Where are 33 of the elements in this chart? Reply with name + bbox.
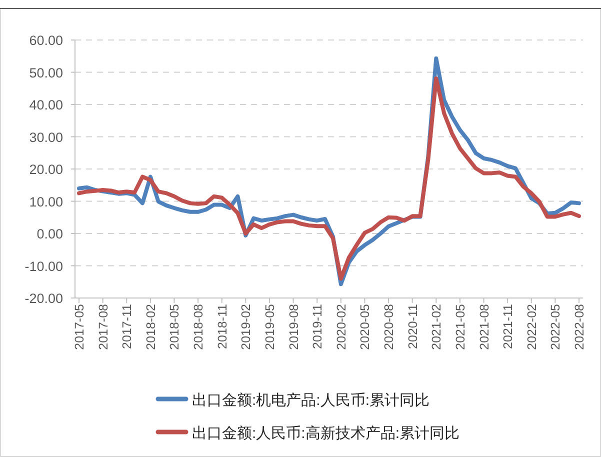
legend-label: 出口金额:机电产品:人民币:累计同比	[192, 392, 430, 409]
x-tick-label: 2019-11	[310, 304, 325, 349]
x-tick-label: 2022-05	[548, 304, 563, 350]
x-tick-label: 2022-02	[524, 304, 539, 350]
x-tick-label: 2018-11	[215, 304, 230, 349]
x-tick-label: 2019-05	[262, 304, 277, 350]
y-tick-label: 40.00	[29, 98, 63, 112]
y-tick-label: -20.00	[24, 291, 63, 306]
y-tick-label: 50.00	[29, 65, 63, 80]
x-tick-label: 2018-08	[192, 304, 206, 350]
x-tick-label: 2020-05	[358, 304, 372, 350]
x-tick-label: 2019-02	[239, 304, 254, 350]
y-tick-label: 30.00	[29, 130, 63, 145]
x-tick-label: 2021-11	[501, 304, 516, 349]
x-tick-label: 2021-08	[477, 304, 492, 350]
x-tick-label: 2017-08	[96, 304, 110, 350]
x-tick-label: 2018-05	[168, 304, 182, 350]
y-tick-label: 20.00	[29, 162, 63, 177]
x-tick-label: 2020-11	[406, 304, 420, 349]
x-tick-label: 2020-08	[382, 304, 396, 350]
x-tick-label: 2017-11	[120, 304, 134, 349]
legend-label: 出口金额:人民币:高新技术产品:累计同比	[192, 425, 460, 442]
y-tick-label: -10.00	[24, 258, 63, 274]
x-tick-label: 2021-02	[430, 304, 444, 350]
x-tick-label: 2022-08	[572, 304, 586, 350]
y-tick-label: 0.00	[36, 226, 63, 242]
x-tick-label: 2017-05	[72, 304, 86, 350]
x-tick-label: 2021-05	[453, 304, 468, 350]
y-tick-label: 10.00	[29, 194, 63, 210]
x-tick-label: 2019-08	[286, 304, 301, 350]
x-tick-label: 2020-02	[334, 304, 348, 350]
y-tick-label: 60.00	[29, 33, 63, 48]
x-tick-label: 2018-02	[144, 304, 158, 350]
